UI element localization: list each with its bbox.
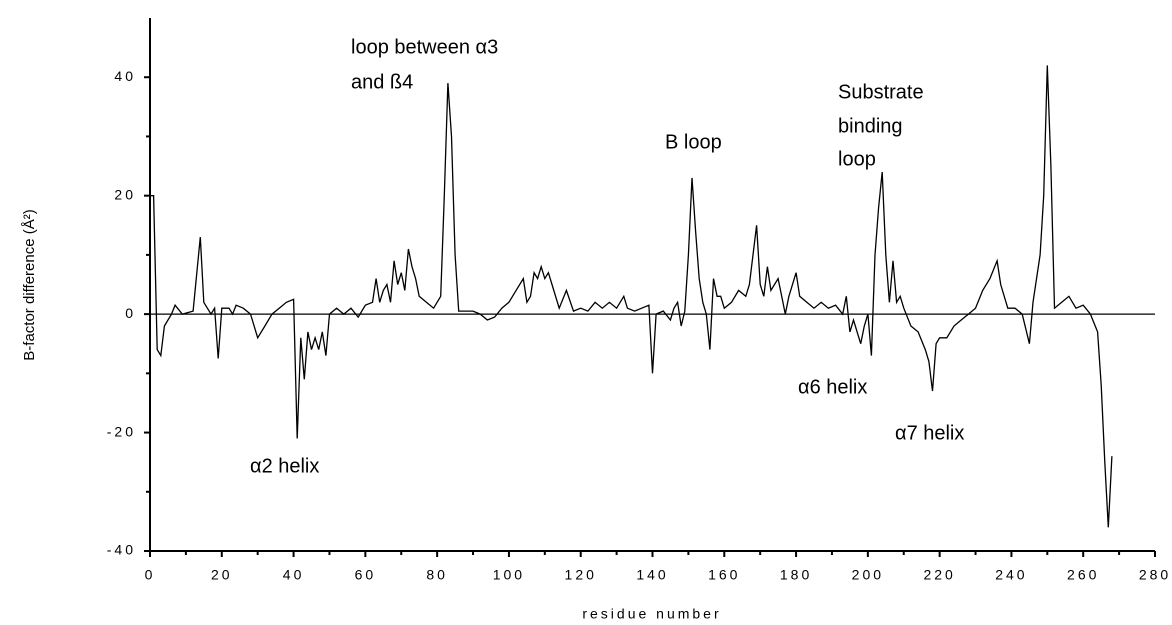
data-line <box>150 65 1113 528</box>
x-axis-label: residue number <box>582 606 721 622</box>
x-tick-label: 180 <box>780 567 812 583</box>
x-tick-label: 240 <box>995 567 1027 583</box>
annotation: Substrate <box>838 81 924 103</box>
y-tick-label: 0 <box>125 305 136 321</box>
annotation: α6 helix <box>798 376 867 398</box>
x-tick-label: 260 <box>1067 567 1099 583</box>
annotation: binding <box>838 115 903 137</box>
x-tick-label: 160 <box>708 567 740 583</box>
y-tick-label: -40 <box>107 542 136 558</box>
x-tick-label: 220 <box>923 567 955 583</box>
x-tick-label: 80 <box>426 567 448 583</box>
x-tick-label: 200 <box>852 567 884 583</box>
annotation: B loop <box>665 131 722 153</box>
x-tick-label: 40 <box>283 567 305 583</box>
y-tick-label: 20 <box>114 186 136 202</box>
x-tick-label: 280 <box>1139 567 1171 583</box>
x-tick-label: 140 <box>636 567 668 583</box>
x-tick-label: 0 <box>145 567 156 583</box>
x-tick-label: 20 <box>211 567 233 583</box>
annotation: α7 helix <box>895 422 964 444</box>
annotation: loop between α3 <box>351 36 498 58</box>
y-axis-label: B-factor difference (Å²) <box>21 209 38 360</box>
x-tick-label: 120 <box>565 567 597 583</box>
x-tick-label: 100 <box>493 567 525 583</box>
annotation: and ß4 <box>351 71 413 93</box>
y-tick-label: -20 <box>107 423 136 439</box>
annotation: loop <box>838 148 876 170</box>
x-tick-label: 60 <box>355 567 377 583</box>
annotation: α2 helix <box>250 455 319 477</box>
y-tick-label: 40 <box>114 68 136 84</box>
